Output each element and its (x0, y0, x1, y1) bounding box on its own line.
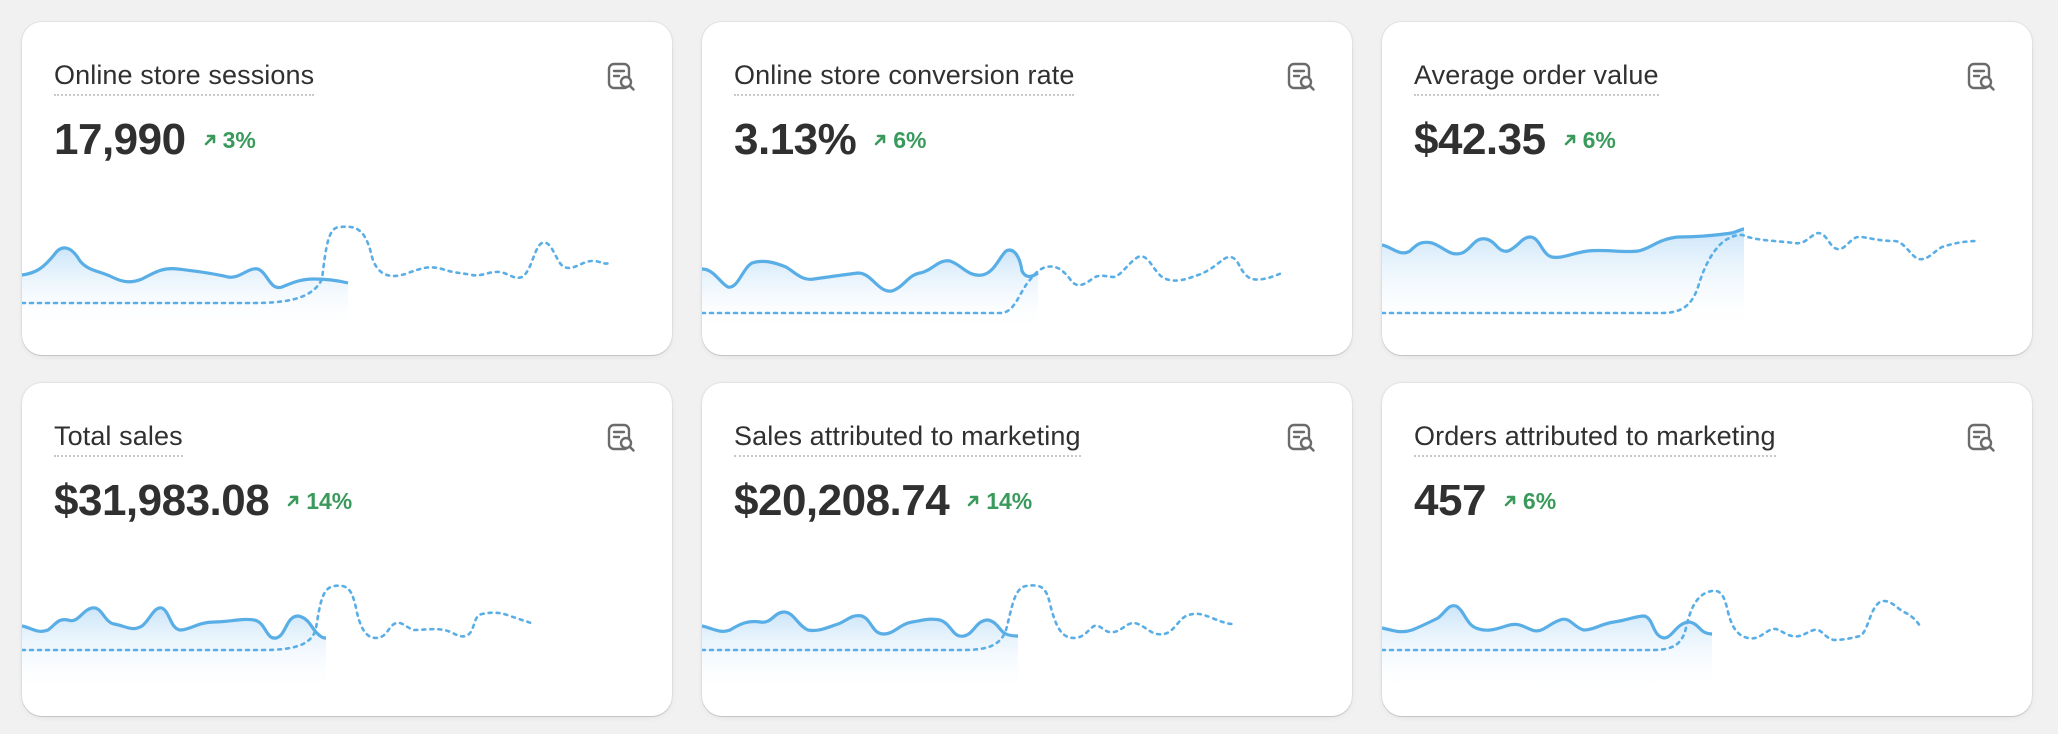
metric-card-online-store-conversion-rate[interactable]: Online store conversion rate 3.13% 6% (702, 22, 1352, 355)
metric-title[interactable]: Sales attributed to marketing (734, 421, 1081, 457)
metric-value-row: 3.13% 6% (734, 115, 927, 165)
metrics-grid: Online store sessions 17,990 3% (22, 22, 2032, 716)
metric-title[interactable]: Orders attributed to marketing (1414, 421, 1776, 457)
metric-change-value: 6% (1522, 487, 1557, 514)
view-report-icon[interactable] (1284, 421, 1318, 455)
sparkline-area (1382, 605, 1712, 693)
metric-value-row: $20,208.74 14% (734, 476, 1032, 526)
metric-change-badge: 14% (285, 488, 352, 515)
arrow-up-right-icon (287, 495, 299, 507)
sparkline-current-period (702, 610, 1019, 638)
sparkline-area (702, 250, 1038, 332)
arrow-up-right-icon (874, 134, 886, 146)
metric-card-sales-attributed-to-marketing[interactable]: Sales attributed to marketing $20,208.74… (702, 383, 1352, 716)
sparkline-chart (22, 584, 536, 693)
metric-card-online-store-sessions[interactable]: Online store sessions 17,990 3% (22, 22, 672, 355)
sparkline-current-period (1382, 227, 1745, 259)
metric-value-row: $31,983.08 14% (54, 476, 352, 526)
sparkline-chart (1382, 589, 1922, 693)
view-report-icon[interactable] (604, 60, 638, 94)
sparkline-chart (1382, 227, 1980, 332)
metric-value: 457 (1414, 476, 1486, 525)
sparkline-current-period (22, 606, 327, 640)
metric-value: $31,983.08 (54, 476, 270, 525)
metric-change-badge: 14% (965, 488, 1032, 515)
sparkline-comparison-period (702, 255, 1284, 315)
arrow-up-right-icon (967, 495, 979, 507)
metric-value-row: 457 6% (1414, 476, 1556, 526)
metric-value: 17,990 (54, 115, 186, 164)
sparkline-chart (702, 584, 1234, 693)
metric-change-badge: 6% (1562, 127, 1616, 154)
metric-card-total-sales[interactable]: Total sales $31,983.08 14% (22, 383, 672, 716)
metric-change-badge: 6% (1502, 488, 1556, 515)
arrow-up-right-icon (1564, 134, 1575, 146)
sparkline-comparison-period (702, 584, 1234, 652)
view-report-icon[interactable] (1964, 60, 1998, 94)
metric-change-value: 6% (1582, 126, 1616, 153)
view-report-icon[interactable] (1964, 421, 1998, 455)
sparkline-area (22, 247, 348, 332)
arrow-up-right-icon (204, 134, 215, 146)
metric-change-value: 3% (222, 126, 256, 153)
metric-value: 3.13% (734, 115, 857, 164)
sparkline-current-period (1382, 604, 1713, 640)
metric-value-row: $42.35 6% (1414, 115, 1616, 165)
metric-change-badge: 6% (872, 126, 927, 154)
metric-change-value: 6% (893, 126, 927, 153)
metric-card-average-order-value[interactable]: Average order value $42.35 6% (1382, 22, 2032, 355)
metric-value: $20,208.74 (734, 476, 950, 525)
sparkline-comparison-period (22, 225, 612, 305)
arrow-up-right-icon (1504, 495, 1516, 507)
sparkline-current-period (702, 248, 1039, 293)
sparkline-comparison-period (1382, 231, 1980, 315)
sparkline-current-period (22, 246, 349, 290)
metric-title[interactable]: Online store conversion rate (734, 60, 1075, 96)
metric-value: $42.35 (1414, 115, 1546, 164)
sparkline-area (702, 612, 1018, 693)
sparkline-area (1382, 229, 1744, 332)
view-report-icon[interactable] (604, 421, 638, 455)
sparkline-comparison-period (22, 584, 536, 652)
metric-title[interactable]: Total sales (54, 421, 183, 457)
sparkline-comparison-period (1382, 589, 1922, 652)
view-report-icon[interactable] (1284, 60, 1318, 94)
metric-title[interactable]: Average order value (1414, 60, 1659, 96)
sparkline-chart (702, 248, 1284, 332)
metric-card-orders-attributed-to-marketing[interactable]: Orders attributed to marketing 457 6% (1382, 383, 2032, 716)
metric-change-value: 14% (306, 487, 353, 514)
metric-change-badge: 3% (202, 127, 256, 154)
sparkline-chart (22, 225, 612, 332)
metric-value-row: 17,990 3% (54, 115, 256, 165)
metric-change-value: 14% (986, 487, 1033, 514)
metric-title[interactable]: Online store sessions (54, 60, 315, 96)
